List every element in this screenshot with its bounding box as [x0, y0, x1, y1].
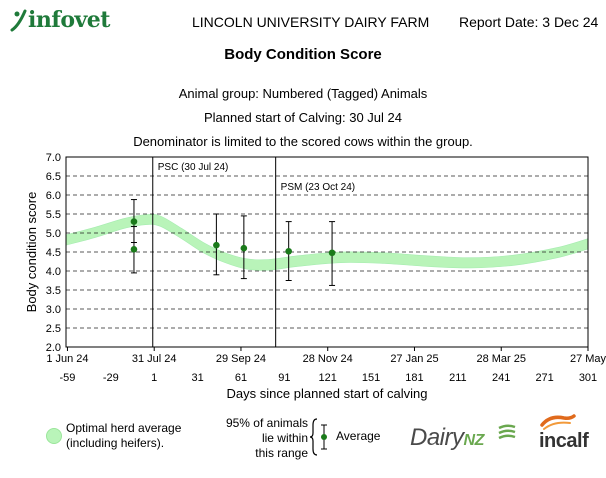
x-axis-label: Days since planned start of calving [227, 386, 428, 401]
x-day-label: -29 [103, 372, 119, 384]
average-point [130, 246, 138, 253]
axes: 7.0 6.5 6.0 5.5 5.0 4.5 4.0 3.5 3.0 2.5 2.0 Body co… [24, 152, 606, 401]
average-point [213, 241, 220, 249]
event-marker-label: PSC (30 Jul 24) [158, 162, 229, 173]
incalf-logo: incalf [539, 430, 589, 452]
y-tick-label: 4.0 [46, 266, 61, 278]
x-day-label: 1 [151, 372, 157, 384]
legend-average-dot-icon [321, 434, 327, 440]
x-day-label: 301 [579, 372, 597, 384]
chart-title: Body Condition Score [224, 46, 382, 63]
legend-band-line-1: Optimal herd average [66, 421, 182, 435]
y-tick-label: 3.5 [46, 285, 61, 297]
legend-ci-label: 95% of animals lie within this range [208, 416, 308, 461]
legend-band-line-2: (including heifers). [66, 436, 165, 450]
y-tick-label: 5.5 [46, 209, 61, 221]
dairynz-logo-main: Dairy [410, 424, 464, 451]
animal-group: Animal group: Numbered (Tagged) Animals [178, 86, 428, 101]
x-day-label: -59 [59, 372, 75, 384]
infovet-logo: infovet [8, 6, 128, 36]
y-tick-label: 7.0 [46, 152, 61, 164]
legend-brace-icon [310, 418, 318, 456]
x-day-label: 271 [535, 372, 553, 384]
planned-start: Planned start of Calving: 30 Jul 24 [203, 110, 402, 125]
x-day-label: 121 [319, 372, 337, 384]
x-date-label: 31 Jul 24 [132, 353, 177, 365]
x-date-label: 28 Nov 24 [303, 353, 353, 365]
optimal-band [65, 214, 589, 271]
legend-band-swatch [46, 428, 62, 444]
legend-band-label: Optimal herd average (including heifers)… [66, 421, 181, 451]
infovet-logo-text: infovet [28, 7, 110, 33]
x-day-label: 211 [449, 372, 467, 384]
plot-frame [65, 156, 589, 348]
bcs-chart: PSC (30 Jul 24) PSM (23 Oct 24) 7.0 6.5 6.0… [24, 152, 606, 401]
y-tick-label: 5.0 [46, 228, 61, 240]
x-date-label: 1 Jun 24 [46, 353, 88, 365]
x-day-label: 151 [362, 372, 380, 384]
y-tick-label: 2.0 [46, 342, 61, 354]
x-day-label: 61 [235, 372, 247, 384]
y-tick-label: 4.5 [46, 247, 61, 259]
average-point [130, 218, 138, 225]
x-day-label: 181 [405, 372, 423, 384]
average-point [328, 249, 336, 257]
data-points [130, 199, 336, 286]
dairynz-logo: DairyNZ [410, 424, 484, 452]
event-markers: PSC (30 Jul 24) PSM (23 Oct 24) [152, 157, 355, 347]
report-date: Report Date: 3 Dec 24 [459, 14, 599, 30]
incalf-swoosh-icon [540, 414, 576, 430]
denominator-note: Denominator is limited to the scored cow… [133, 134, 473, 149]
average-point [285, 247, 292, 255]
y-axis-label: Body condition score [24, 192, 39, 313]
legend-average-label: Average [336, 429, 381, 443]
y-tick-label: 6.0 [46, 190, 61, 202]
farm-name: LINCOLN UNIVERSITY DAIRY FARM [192, 14, 430, 30]
y-tick-label: 6.5 [46, 171, 61, 183]
x-date-label: 28 Mar 25 [476, 353, 526, 365]
x-date-label: 29 Sep 24 [216, 353, 266, 365]
average-point [240, 244, 248, 252]
y-tick-label: 2.5 [46, 323, 61, 335]
x-date-label: 27 May [570, 353, 606, 365]
infovet-swoosh-icon [10, 9, 27, 32]
legend-ci-line-3: this range [255, 446, 308, 460]
event-marker-label: PSM (23 Oct 24) [281, 182, 355, 193]
x-day-label: 31 [191, 372, 203, 384]
gridlines [66, 175, 588, 329]
dairynz-stripes-icon [498, 424, 516, 440]
x-day-label: 91 [278, 372, 290, 384]
optimal-band-layer [65, 214, 589, 271]
x-date-label: 27 Jan 25 [390, 353, 438, 365]
legend-ci-line-2: lie within [261, 431, 308, 445]
dairynz-logo-nz: NZ [463, 432, 485, 449]
legend-ci-line-1: 95% of animals [225, 416, 308, 430]
x-day-label: 241 [492, 372, 510, 384]
y-tick-label: 3.0 [46, 304, 61, 316]
legend-ci-symbol [310, 418, 327, 456]
